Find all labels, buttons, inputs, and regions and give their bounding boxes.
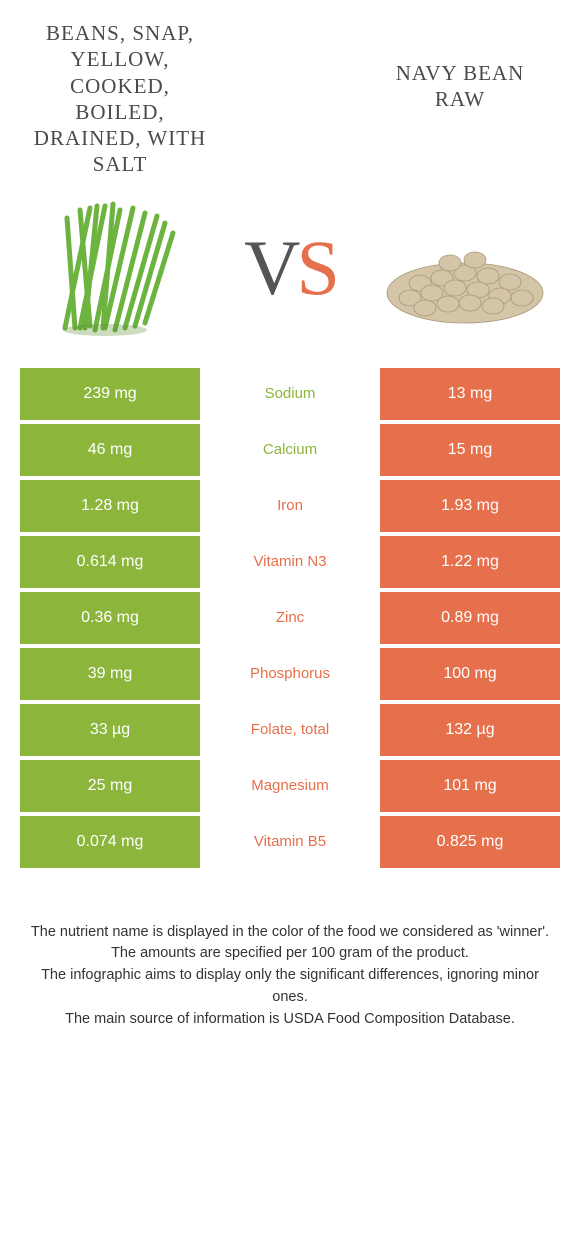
nutrient-label-cell: Iron <box>200 480 380 532</box>
nutrient-label-cell: Phosphorus <box>200 648 380 700</box>
right-value-cell: 0.89 mg <box>380 592 560 644</box>
vs-v: V <box>244 224 296 311</box>
left-value-cell: 25 mg <box>20 760 200 812</box>
footer-notes: The nutrient name is displayed in the co… <box>0 872 580 1031</box>
footer-line-1: The nutrient name is displayed in the co… <box>30 922 550 944</box>
left-value-cell: 46 mg <box>20 424 200 476</box>
nutrient-label-cell: Zinc <box>200 592 380 644</box>
left-food-title: BEANS, SNAP, YELLOW, COOKED, BOILED, DRA… <box>30 20 210 178</box>
navy-beans-image <box>380 198 550 338</box>
nutrient-label-cell: Sodium <box>200 368 380 420</box>
nutrient-row: 0.614 mgVitamin N31.22 mg <box>20 536 560 588</box>
nutrient-row: 33 µgFolate, total132 µg <box>20 704 560 756</box>
vs-s: S <box>296 224 335 311</box>
footer-line-3: The infographic aims to display only the… <box>30 965 550 1009</box>
right-value-cell: 13 mg <box>380 368 560 420</box>
header-titles: BEANS, SNAP, YELLOW, COOKED, BOILED, DRA… <box>0 0 580 178</box>
nutrient-row: 0.074 mgVitamin B50.825 mg <box>20 816 560 868</box>
right-food-column: NAVY BEAN RAW <box>370 20 550 113</box>
right-value-cell: 0.825 mg <box>380 816 560 868</box>
infographic-container: BEANS, SNAP, YELLOW, COOKED, BOILED, DRA… <box>0 0 580 1030</box>
left-value-cell: 1.28 mg <box>20 480 200 532</box>
right-value-cell: 1.93 mg <box>380 480 560 532</box>
left-value-cell: 0.074 mg <box>20 816 200 868</box>
nutrient-label-cell: Vitamin B5 <box>200 816 380 868</box>
left-value-cell: 0.36 mg <box>20 592 200 644</box>
nutrient-label-cell: Magnesium <box>200 760 380 812</box>
left-value-cell: 33 µg <box>20 704 200 756</box>
footer-line-4: The main source of information is USDA F… <box>30 1009 550 1031</box>
left-value-cell: 39 mg <box>20 648 200 700</box>
nutrient-row: 0.36 mgZinc0.89 mg <box>20 592 560 644</box>
nutrient-row: 46 mgCalcium15 mg <box>20 424 560 476</box>
right-value-cell: 15 mg <box>380 424 560 476</box>
nutrient-row: 239 mgSodium13 mg <box>20 368 560 420</box>
nutrient-label-cell: Folate, total <box>200 704 380 756</box>
nutrient-table: 239 mgSodium13 mg46 mgCalcium15 mg1.28 m… <box>0 368 580 868</box>
left-value-cell: 239 mg <box>20 368 200 420</box>
images-row: VS <box>0 188 580 368</box>
nutrient-label-cell: Vitamin N3 <box>200 536 380 588</box>
left-value-cell: 0.614 mg <box>20 536 200 588</box>
nutrient-row: 1.28 mgIron1.93 mg <box>20 480 560 532</box>
green-beans-image <box>30 198 200 338</box>
footer-line-2: The amounts are specified per 100 gram o… <box>30 943 550 965</box>
vs-label: VS <box>244 229 336 307</box>
right-value-cell: 132 µg <box>380 704 560 756</box>
right-value-cell: 100 mg <box>380 648 560 700</box>
right-value-cell: 1.22 mg <box>380 536 560 588</box>
nutrient-label-cell: Calcium <box>200 424 380 476</box>
left-food-column: BEANS, SNAP, YELLOW, COOKED, BOILED, DRA… <box>30 20 210 178</box>
right-food-title: NAVY BEAN RAW <box>370 60 550 113</box>
nutrient-row: 39 mgPhosphorus100 mg <box>20 648 560 700</box>
nutrient-row: 25 mgMagnesium101 mg <box>20 760 560 812</box>
right-value-cell: 101 mg <box>380 760 560 812</box>
